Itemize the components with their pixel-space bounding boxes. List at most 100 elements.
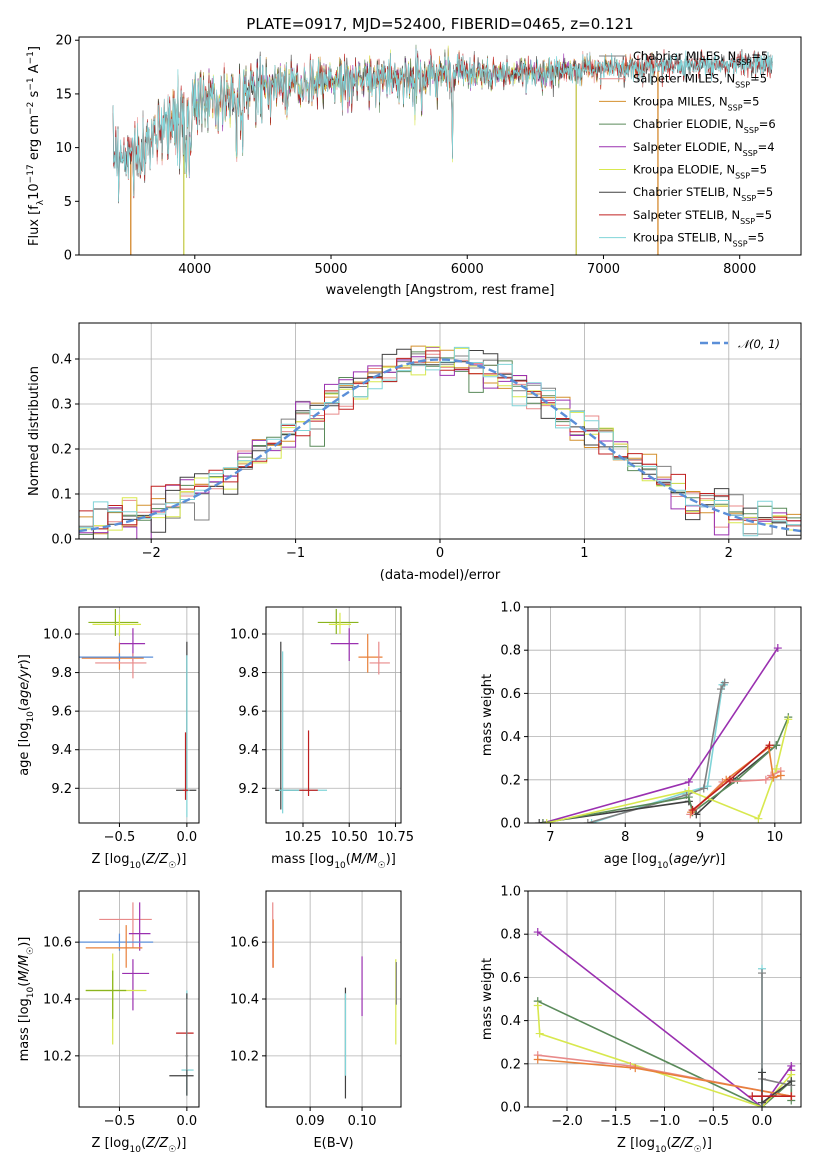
y-tick-label: 0.2 bbox=[500, 773, 521, 788]
x-axis-label: age [log10(age/yr)] bbox=[604, 852, 726, 871]
y-tick-label: 20 bbox=[55, 34, 72, 49]
histogram-8 bbox=[79, 350, 801, 539]
legend-entry: Chabrier STELIB, NSSP=5 bbox=[633, 185, 773, 203]
weight-marker bbox=[758, 969, 766, 978]
weight-line-5 bbox=[542, 716, 790, 823]
y-tick-label: 9.4 bbox=[51, 743, 72, 758]
plot-content bbox=[272, 902, 397, 1099]
x-tick-label: −2.0 bbox=[551, 1114, 583, 1129]
plot-area bbox=[79, 607, 199, 823]
weight-marker bbox=[784, 715, 793, 724]
y-tick-label: 9.6 bbox=[51, 705, 72, 720]
weight-marker bbox=[776, 771, 785, 780]
x-tick-label: −0.5 bbox=[104, 830, 136, 845]
y-tick-label: 0.8 bbox=[500, 644, 521, 659]
x-tick-label: 10.50 bbox=[331, 830, 368, 845]
x-tick-label: −2 bbox=[142, 546, 161, 561]
weight-marker bbox=[533, 928, 542, 937]
x-tick-label: 0.0 bbox=[177, 830, 198, 845]
plot-content bbox=[533, 928, 796, 1107]
y-tick-label: 10.2 bbox=[230, 1049, 259, 1064]
panel-age_vs_Z: −0.5 0.0 9.2 9.4 9.6 9.8 10.0 Z [log10(Z/Z☉)] ag… bbox=[17, 606, 200, 871]
y-tick-label: 9.8 bbox=[238, 666, 259, 681]
x-tick-label: −1.5 bbox=[600, 1114, 632, 1129]
weight-marker bbox=[761, 775, 770, 784]
y-axis-label: mass weight bbox=[480, 958, 495, 1040]
y-tick-label: 0.3 bbox=[51, 398, 72, 413]
x-tick-label: 0.09 bbox=[296, 1114, 325, 1129]
x-axis-label: wavelength [Angstrom, rest frame] bbox=[326, 283, 555, 298]
x-axis-label: (data-model)/error bbox=[380, 568, 501, 583]
x-axis-label: Z [log10(Z/Z☉)] bbox=[92, 1136, 187, 1155]
weight-marker bbox=[688, 806, 697, 815]
weight-marker bbox=[765, 741, 774, 750]
y-tick-label: 1.0 bbox=[500, 885, 521, 900]
axes-frame bbox=[78, 606, 200, 824]
x-tick-label: 5000 bbox=[314, 262, 347, 277]
x-tick-label: 10.25 bbox=[284, 830, 321, 845]
weight-marker bbox=[535, 1029, 544, 1038]
weight-marker bbox=[542, 819, 551, 823]
panel-weight_vs_Z: −2.0 −1.5 −1.0 −0.5 0.0 0.0 0.2 0.4 0.6 0.8 1.0 Z [… bbox=[480, 885, 802, 1155]
weight-marker bbox=[787, 1092, 796, 1101]
x-tick-label: −1.0 bbox=[649, 1114, 681, 1129]
legend-entry: Chabrier MILES, NSSP=5 bbox=[633, 49, 768, 67]
y-tick-label: 0.0 bbox=[500, 1101, 521, 1116]
y-tick-label: 0.4 bbox=[51, 353, 72, 368]
x-axis-label: Z [log10(Z/Z☉)] bbox=[92, 852, 187, 871]
y-tick-label: 0.6 bbox=[500, 971, 521, 986]
y-tick-label: 15 bbox=[55, 87, 72, 102]
x-tick-label: 0 bbox=[436, 546, 444, 561]
y-tick-label: 0 bbox=[64, 249, 72, 264]
weight-marker bbox=[720, 678, 729, 687]
legend-entry: Salpeter MILES, NSSP=5 bbox=[633, 72, 767, 90]
plot-content bbox=[79, 902, 194, 1096]
plot-area bbox=[528, 607, 801, 823]
x-axis-label: mass [log10(M/M☉)] bbox=[271, 852, 396, 871]
y-axis-label: Normed distribution bbox=[27, 366, 42, 496]
weight-marker bbox=[758, 1092, 766, 1101]
y-tick-label: 9.4 bbox=[238, 743, 259, 758]
weight-marker bbox=[758, 1068, 766, 1077]
y-tick-label: 9.6 bbox=[238, 705, 259, 720]
axes-frame bbox=[265, 606, 402, 824]
weight-marker bbox=[716, 685, 725, 694]
weight-marker bbox=[699, 784, 708, 793]
weight-marker bbox=[787, 1077, 796, 1086]
legend-entry: Kroupa MILES, NSSP=5 bbox=[633, 94, 759, 112]
y-tick-label: 0.0 bbox=[51, 533, 72, 548]
x-tick-label: 8 bbox=[621, 830, 629, 845]
x-tick-label: 0.0 bbox=[177, 1114, 198, 1129]
normal-curve bbox=[79, 358, 801, 533]
weight-marker bbox=[533, 1055, 542, 1064]
y-tick-label: 0.6 bbox=[500, 687, 521, 702]
x-tick-label: 0.10 bbox=[348, 1114, 377, 1129]
panel-ebv: 0.09 0.10 10.2 10.4 10.6 E(B-V) bbox=[230, 890, 402, 1151]
plot-content bbox=[79, 345, 801, 539]
y-tick-label: 0.8 bbox=[500, 928, 521, 943]
weight-marker bbox=[538, 819, 547, 823]
x-axis-label: E(B-V) bbox=[313, 1136, 353, 1151]
y-tick-label: 10.0 bbox=[43, 628, 72, 643]
x-tick-label: 10 bbox=[767, 830, 784, 845]
x-tick-label: −0.5 bbox=[104, 1114, 136, 1129]
legend-entry: Salpeter STELIB, NSSP=5 bbox=[633, 208, 772, 226]
x-axis-label: Z [log10(Z/Z☉)] bbox=[617, 1136, 712, 1155]
axes-frame bbox=[78, 36, 802, 256]
y-tick-label: 9.2 bbox=[51, 782, 72, 797]
chart-title: PLATE=0917, MJD=52400, FIBERID=0465, z=0… bbox=[246, 15, 633, 33]
x-tick-label: 1 bbox=[580, 546, 588, 561]
x-tick-label: 0.0 bbox=[752, 1114, 773, 1129]
y-tick-label: 10.4 bbox=[43, 993, 72, 1008]
y-tick-label: 0.2 bbox=[51, 443, 72, 458]
y-tick-label: 0.4 bbox=[500, 1014, 521, 1029]
spectrum-line-9 bbox=[112, 48, 773, 202]
y-tick-label: 10.6 bbox=[43, 936, 72, 951]
weight-marker bbox=[631, 1064, 640, 1073]
y-axis-label: Flux [fλ10−17 erg cm−2 s−1 A−1] bbox=[26, 46, 46, 246]
legend-entry: Kroupa ELODIE, NSSP=5 bbox=[633, 163, 767, 181]
x-tick-label: 7000 bbox=[587, 262, 620, 277]
weight-marker bbox=[754, 814, 763, 823]
legend-entry: Salpeter ELODIE, NSSP=4 bbox=[633, 140, 775, 158]
